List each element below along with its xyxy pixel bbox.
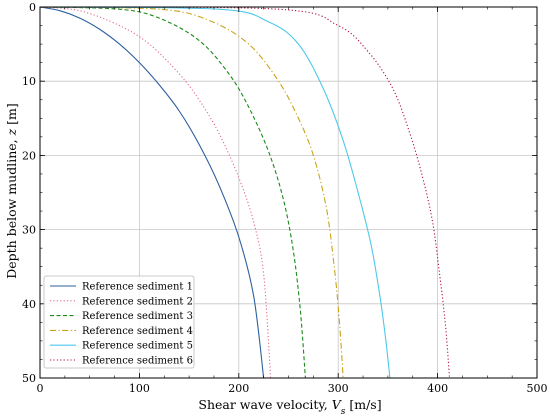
x-tick-label: 300 — [328, 382, 349, 395]
series-line-5 — [39, 6, 391, 379]
legend-label-2: Reference sediment 2 — [82, 296, 193, 307]
series-line-4 — [39, 6, 344, 379]
y-tick-label: 40 — [22, 298, 36, 311]
x-axis-label: Shear wave velocity, Vs [m/s] — [198, 397, 381, 416]
legend-label-3: Reference sediment 3 — [82, 311, 193, 322]
axis-ticks: 0 100 200 300 400 500 0 10 20 30 40 50 — [22, 1, 548, 395]
series-line-3 — [39, 6, 306, 379]
y-tick-label: 20 — [22, 149, 36, 162]
x-tick-label: 500 — [527, 382, 548, 395]
y-tick-label: 0 — [29, 1, 36, 14]
legend: Reference sediment 1 Reference sediment 2… — [43, 275, 195, 369]
series-group — [39, 6, 451, 379]
x-tick-label: 400 — [427, 382, 448, 395]
legend-box — [43, 275, 195, 369]
series-line-6 — [39, 6, 451, 379]
legend-label-6: Reference sediment 6 — [82, 356, 193, 367]
legend-label-1: Reference sediment 1 — [82, 282, 193, 293]
legend-label-4: Reference sediment 4 — [82, 326, 193, 337]
y-axis-label: Depth below mudline, z [m] — [4, 103, 19, 279]
legend-label-5: Reference sediment 5 — [82, 341, 193, 352]
x-tick-label: 0 — [37, 382, 44, 395]
series-line-2 — [39, 6, 272, 379]
y-tick-label: 10 — [22, 75, 36, 88]
series-line-1 — [39, 6, 265, 379]
x-tick-label: 200 — [228, 382, 249, 395]
y-tick-label: 50 — [22, 372, 36, 385]
x-tick-label: 100 — [129, 382, 150, 395]
y-tick-label: 30 — [22, 224, 36, 237]
